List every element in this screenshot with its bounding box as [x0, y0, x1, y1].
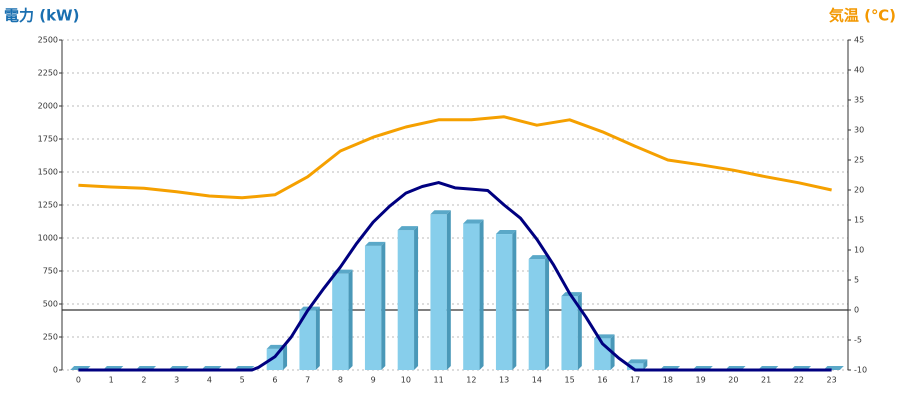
x-tick-label: 6 — [272, 376, 277, 385]
y2-tick-label: 15 — [854, 216, 864, 225]
x-tick-label: 11 — [434, 376, 444, 385]
x-tick-label: 17 — [630, 376, 640, 385]
bar — [332, 273, 349, 370]
x-tick-label: 10 — [401, 376, 411, 385]
bar-top — [397, 226, 419, 231]
bar-side — [545, 255, 550, 370]
y2-tick-label: 30 — [854, 126, 864, 135]
bar — [299, 310, 316, 370]
y2-tick-label: -5 — [854, 336, 862, 345]
x-tick-label: 13 — [499, 376, 509, 385]
bar — [430, 214, 447, 370]
x-tick-label: 0 — [76, 376, 81, 385]
x-tick-label: 15 — [565, 376, 575, 385]
bar-side — [315, 306, 320, 370]
y-tick-label: 1500 — [38, 168, 58, 177]
x-tick-label: 16 — [597, 376, 607, 385]
y-tick-label: 750 — [43, 267, 58, 276]
y2-tick-label: 25 — [854, 156, 864, 165]
bar-side — [643, 359, 648, 370]
y2-tick-label: 45 — [854, 36, 864, 45]
x-tick-label: 3 — [174, 376, 179, 385]
bar-top — [626, 359, 648, 364]
y-tick-label: 1000 — [38, 234, 58, 243]
y-tick-label: 500 — [43, 300, 58, 309]
bar-side — [446, 210, 451, 370]
bar — [495, 234, 513, 370]
x-tick-label: 5 — [240, 376, 245, 385]
x-tick-label: 21 — [761, 376, 771, 385]
x-tick-label: 18 — [663, 376, 673, 385]
bar-side — [414, 226, 419, 370]
bar — [463, 223, 480, 370]
line — [78, 115, 832, 200]
x-tick-label: 9 — [371, 376, 376, 385]
x-tick-label: 12 — [466, 376, 476, 385]
bar-top — [364, 241, 386, 246]
y2-tick-label: -10 — [854, 366, 867, 375]
y-tick-label: 2250 — [38, 69, 58, 78]
y-tick-label: 0 — [53, 366, 58, 375]
y2-axis-title: 気温 (℃) — [829, 7, 896, 25]
y2-tick-label: 40 — [854, 66, 864, 75]
y2-tick-label: 20 — [854, 186, 864, 195]
line — [78, 181, 832, 372]
bar-side — [283, 344, 288, 370]
bar-side — [348, 269, 353, 370]
y2-tick-label: 0 — [854, 306, 859, 315]
x-tick-label: 1 — [109, 376, 114, 385]
bar-top — [463, 219, 484, 224]
y-tick-label: 250 — [43, 333, 58, 342]
x-tick-label: 4 — [207, 376, 212, 385]
bar-top — [495, 230, 517, 235]
x-tick-label: 22 — [794, 376, 804, 385]
x-tick-label: 23 — [827, 376, 837, 385]
bar — [561, 296, 578, 370]
bar-side — [479, 219, 484, 370]
bar-top — [528, 255, 550, 260]
bar — [528, 259, 546, 370]
y2-tick-label: 35 — [854, 96, 864, 105]
y2-tick-label: 10 — [854, 246, 864, 255]
x-tick-label: 20 — [728, 376, 738, 385]
bar — [626, 363, 644, 370]
bar-side — [381, 241, 386, 370]
x-tick-label: 8 — [338, 376, 343, 385]
y-tick-label: 1250 — [38, 201, 58, 210]
x-tick-label: 2 — [141, 376, 146, 385]
y-axis-title: 電力 (kW) — [4, 7, 79, 25]
bar — [397, 230, 415, 370]
x-tick-label: 14 — [532, 376, 542, 385]
y-tick-label: 1750 — [38, 135, 58, 144]
bar — [364, 245, 382, 370]
y-tick-label: 2000 — [38, 102, 58, 111]
y2-tick-label: 5 — [854, 276, 859, 285]
bar-top — [430, 210, 451, 215]
y-tick-label: 2500 — [38, 36, 58, 45]
x-tick-label: 19 — [696, 376, 706, 385]
x-tick-label: 7 — [305, 376, 310, 385]
bar-side — [512, 230, 517, 370]
